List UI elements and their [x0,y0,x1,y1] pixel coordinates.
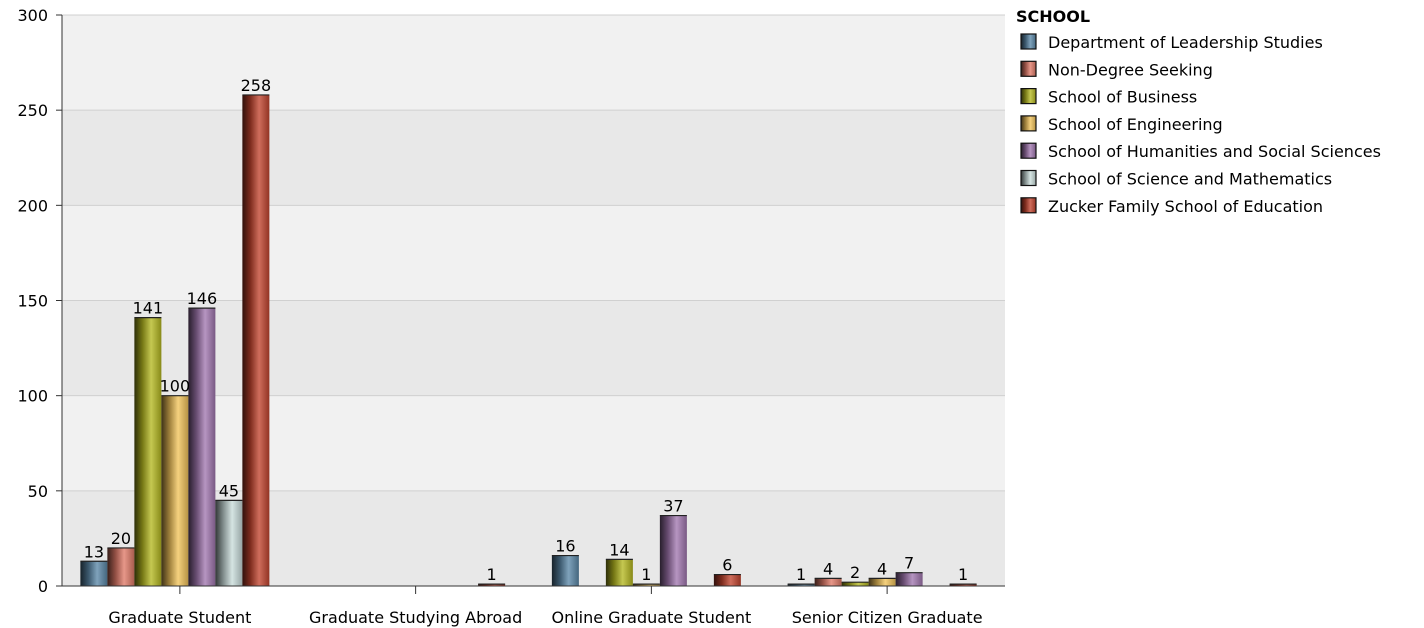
bar [605,559,633,586]
data-label: 100 [160,377,191,396]
bar [215,500,243,586]
legend-title: SCHOOL [1016,7,1090,26]
data-label: 1 [958,565,968,584]
plot-background [62,15,1005,586]
data-label: 4 [823,559,833,578]
plot-band [62,15,1005,111]
legend-label: Department of Leadership Studies [1048,33,1323,52]
y-tick-label: 250 [17,101,48,120]
legend-swatch [1020,169,1037,187]
bar [242,94,270,586]
data-label: 1 [796,565,806,584]
legend-swatch [1020,60,1037,77]
legend-label: School of Engineering [1048,115,1223,134]
legend-swatch [1020,197,1037,214]
legend-swatch [1020,115,1037,132]
legend-label: School of Humanities and Social Sciences [1048,142,1381,161]
data-label: 1 [641,565,651,584]
legend-item: Non-Degree Seeking [1020,60,1213,79]
bar [134,317,162,586]
legend-item: School of Engineering [1020,115,1223,134]
y-tick-label: 0 [38,577,48,596]
legend: SCHOOL Department of Leadership Studies N… [1016,7,1381,216]
data-label: 45 [219,481,239,500]
data-label: 258 [241,76,272,95]
plot-band [62,395,1005,491]
data-label: 146 [187,289,218,308]
y-tick-label: 150 [17,292,48,311]
data-label: 2 [850,563,860,582]
legend-swatch [1020,33,1037,50]
data-label: 1 [487,565,497,584]
bar [949,584,977,586]
x-tick-label: Graduate Student [108,608,251,627]
x-axis-ticks: Graduate Student Graduate Studying Abroad… [108,586,983,627]
bar [814,578,842,586]
legend-swatch [1020,142,1037,159]
legend-item: School of Science and Mathematics [1020,169,1332,189]
legend-swatch [1020,87,1037,105]
plot-band [62,300,1005,396]
bar [868,578,896,586]
x-tick-label: Online Graduate Student [551,608,751,627]
bar [107,547,135,586]
legend-label: Zucker Family School of Education [1048,197,1323,216]
data-label: 4 [877,559,887,578]
y-tick-label: 50 [28,482,48,501]
y-tick-label: 200 [17,196,48,215]
bar [841,582,869,586]
bar [551,555,579,586]
bar-series [80,94,977,586]
bar [659,515,687,586]
bar [80,561,108,586]
bar [713,574,741,586]
data-label: 14 [609,540,629,559]
legend-label: Non-Degree Seeking [1048,60,1213,79]
y-tick-label: 300 [17,6,48,25]
data-label: 6 [722,556,732,575]
data-label: 20 [111,529,131,548]
data-label: 141 [133,299,164,318]
bar [895,572,923,586]
y-axis-ticks: 0 50 100 150 200 250 300 [17,6,62,596]
bar [787,584,815,586]
legend-label: School of Science and Mathematics [1048,170,1332,189]
legend-label: School of Business [1048,88,1197,107]
plot-band [62,205,1005,301]
bar [188,308,216,586]
data-label: 37 [663,497,683,516]
data-label: 7 [904,554,914,573]
legend-item: School of Business [1020,87,1197,107]
legend-item: School of Humanities and Social Sciences [1020,142,1381,161]
x-tick-label: Graduate Studying Abroad [309,608,522,627]
legend-item: Zucker Family School of Education [1020,197,1323,216]
legend-item: Department of Leadership Studies [1020,33,1323,52]
data-label: 16 [555,537,575,556]
bar [478,584,506,586]
bar [161,395,189,586]
bar [632,584,660,586]
x-tick-label: Senior Citizen Graduate [792,608,983,627]
gridlines [62,14,1005,492]
y-tick-label: 100 [17,387,48,406]
plot-band [62,110,1005,206]
data-label: 13 [84,542,104,561]
